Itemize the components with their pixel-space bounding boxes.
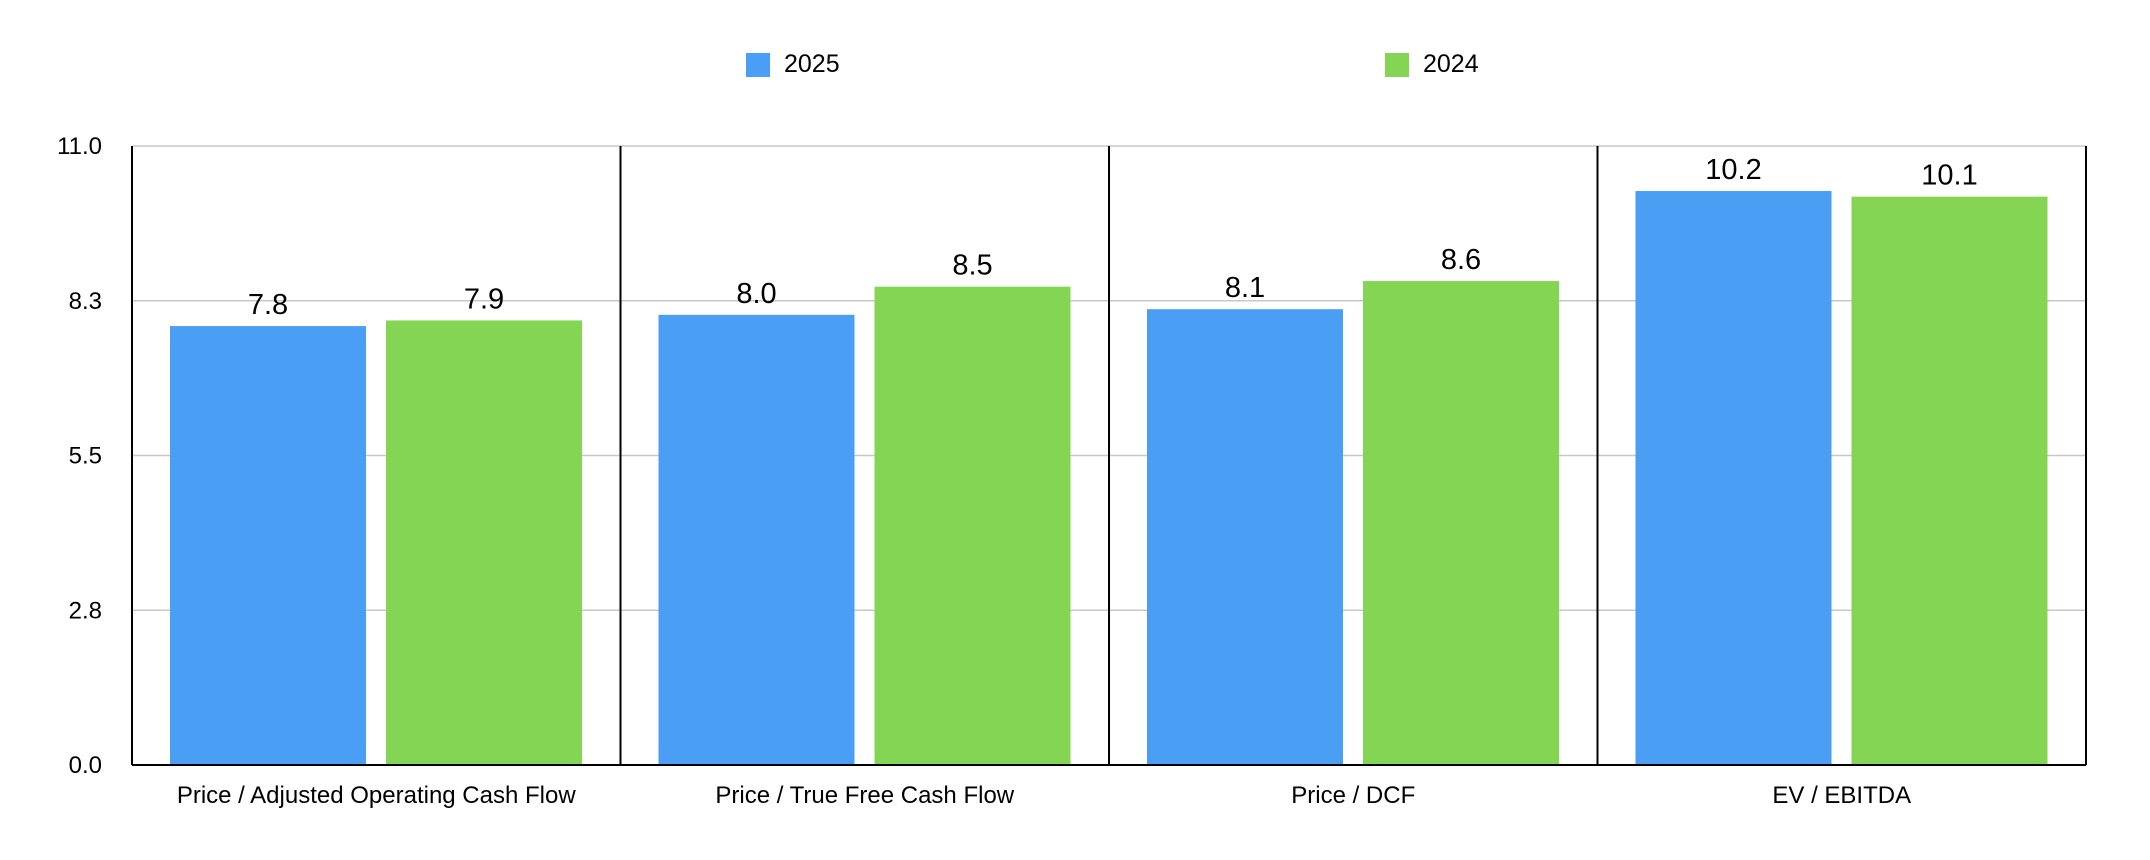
data-label-2025-0: 7.8 — [248, 289, 288, 321]
bar-2024-0[interactable] — [386, 320, 582, 765]
y-tick-label-3: 8.3 — [69, 288, 102, 315]
legend-label-2025: 2025 — [784, 50, 840, 78]
category-labels: Price / Adjusted Operating Cash Flow Pric… — [177, 782, 1911, 809]
data-label-2024-1: 8.5 — [952, 250, 992, 282]
legend-item-2025[interactable]: 2025 — [746, 50, 840, 79]
bar-2025-3[interactable] — [1635, 191, 1832, 765]
legend: 2025 2024 — [0, 50, 2150, 90]
bars — [170, 191, 2048, 766]
axes — [131, 146, 2087, 766]
data-label-2025-2: 8.1 — [1225, 272, 1265, 304]
legend-label-2024: 2024 — [1423, 50, 1479, 78]
bar-2025-2[interactable] — [1147, 309, 1343, 765]
y-tick-label-0: 0.0 — [69, 752, 102, 779]
bar-2024-1[interactable] — [874, 286, 1071, 765]
y-tick-label-1: 2.8 — [69, 597, 102, 624]
y-tick-label-2: 5.5 — [69, 443, 102, 470]
legend-item-2024[interactable]: 2024 — [1385, 50, 1479, 79]
bar-2025-0[interactable] — [170, 326, 366, 765]
data-labels: 7.8 7.9 8.0 8.5 8.1 8.6 10.2 10.1 — [248, 154, 1978, 321]
data-label-2025-3: 10.2 — [1705, 154, 1761, 186]
data-label-2024-3: 10.1 — [1921, 160, 1977, 192]
category-label-0: Price / Adjusted Operating Cash Flow — [177, 782, 577, 809]
category-label-3: EV / EBITDA — [1772, 782, 1911, 809]
y-tick-labels: 0.0 2.8 5.5 8.3 11.0 — [57, 133, 102, 779]
bar-2024-3[interactable] — [1851, 196, 2048, 766]
y-tick-label-4: 11.0 — [57, 133, 102, 160]
bar-2024-2[interactable] — [1363, 281, 1559, 765]
data-label-2024-0: 7.9 — [464, 283, 504, 315]
legend-swatch-2024 — [1385, 52, 1409, 77]
bar-2025-1[interactable] — [658, 314, 855, 765]
data-label-2025-1: 8.0 — [736, 278, 776, 310]
category-separators — [619, 146, 1599, 765]
category-label-2: Price / DCF — [1291, 782, 1415, 809]
category-label-1: Price / True Free Cash Flow — [715, 782, 1014, 809]
data-label-2024-2: 8.6 — [1441, 244, 1481, 276]
legend-swatch-2025 — [746, 52, 770, 77]
